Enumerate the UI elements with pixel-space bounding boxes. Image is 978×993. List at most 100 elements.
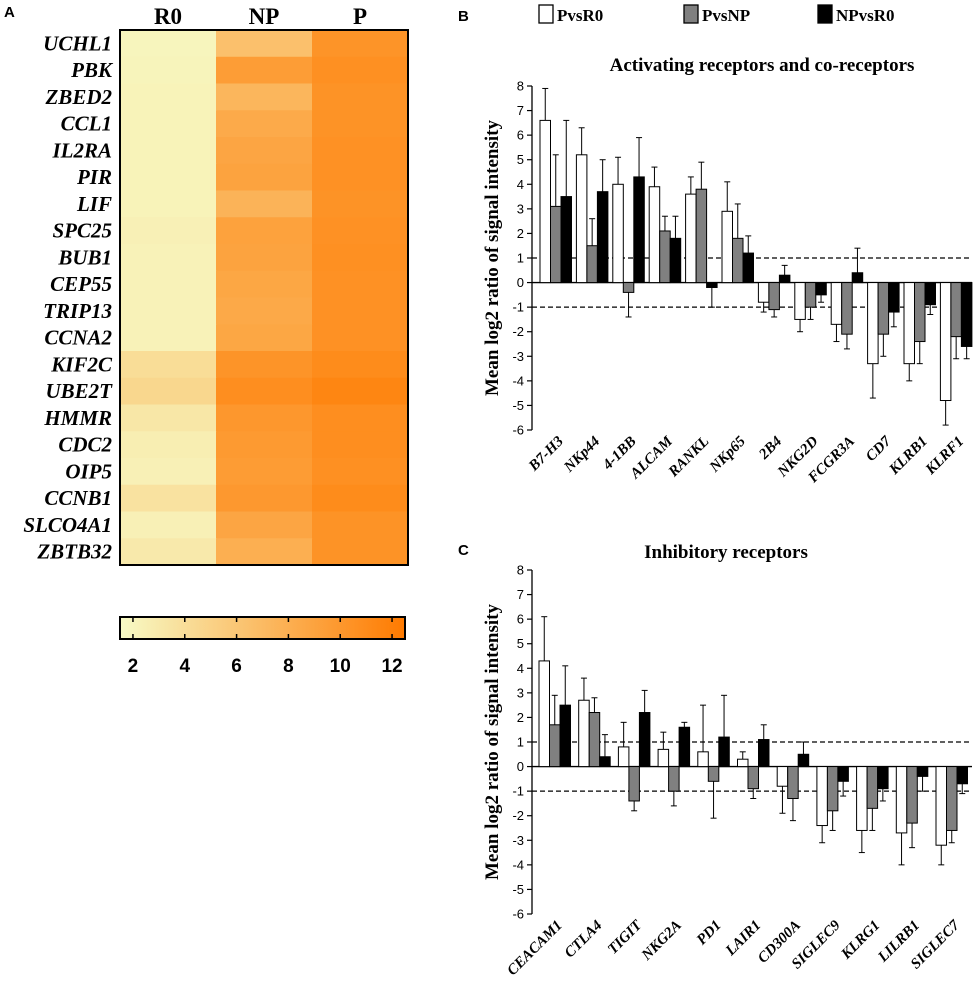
legend: PvsR0 PvsNP NPvsR0 [538,4,895,25]
panel-b-bar-2b4-pvsr0 [757,282,770,303]
heatmap-cell-zbtb32-r0 [120,538,217,566]
panel-c-bar-lilrb1-pvsnp [906,766,918,824]
panel-b-y-tick-label--1: -1 [512,300,524,315]
heatmap-cell-il2ra-r0 [120,137,217,165]
panel-c-bar-pd1-pvsr0 [697,751,709,768]
panel-c-y-tick-label--5: -5 [512,882,524,897]
heatmap-cell-trip13-r0 [120,297,217,325]
panel-c-y-tick-label-0: 0 [517,759,524,774]
panel-b-bar-nkp44-pvsnp [586,245,598,284]
panel-c-bar-siglec9-pvsr0 [816,766,828,827]
heatmap-row-hmmr: HMMR [43,406,112,430]
heatmap-cell-slco4a1-r0 [120,511,217,539]
heatmap-column-r0: R0 [154,4,182,29]
heatmap-row-ccna2: CCNA2 [44,326,112,350]
panel-c-bar-klrg1-pvsnp [866,766,879,809]
panel-b-category-label-klrf1: KLRF1 [922,434,967,479]
panel-c-category-label-nkg2a: NKG2A [638,918,685,965]
panel-b-bar-nkp65-pvsr0 [721,210,733,284]
heatmap-cell-spc25-p [312,217,409,245]
panel-b-category-label-nkp65: NKp65 [706,433,749,476]
heatmap-cell-zbed2-p [312,83,409,111]
legend-swatch-pvsnp [683,4,699,24]
panel-b-y-tick-label--5: -5 [512,398,524,413]
heatmap-row-zbed2: ZBED2 [44,85,112,109]
heatmap-cell-bub1-r0 [120,244,217,272]
panel-b-bar-rankl-pvsnp [695,188,708,284]
heatmap-cell-zbtb32-p [312,538,409,566]
panel-b-bar-cd7-pvsr0 [867,282,879,365]
panel-b-bar-rankl-npvsr0 [706,282,718,288]
bar-chart-activating-receptors: Activating receptors and co-receptors Mea… [482,55,973,487]
heatmap-row-zbtb32: ZBTB32 [36,540,112,564]
panel-c-y-tick-label--6: -6 [512,907,524,922]
heatmap-cell-cep55-p [312,270,409,299]
heatmap-cell-oip5-p [312,458,409,486]
heatmap-cell-slco4a1-p [312,511,409,539]
heatmap-cell-bub1-np [216,244,313,272]
panel-b-bar-klrb1-pvsnp [914,282,926,343]
heatmap-cell-uchl1-np [216,30,313,58]
panel-c-bar-ctla4-pvsr0 [578,699,590,768]
panel-b-bar-2b4-npvsr0 [778,274,791,284]
heatmap-cell-hmmr-r0 [120,404,217,432]
panel-b-y-tick-label-3: 3 [517,201,524,216]
panel-b-bar-klrb1-npvsr0 [924,282,936,306]
heatmap-cell-uchl1-p [312,30,409,58]
panel-c-y-tick-label--4: -4 [512,857,524,872]
panel-c-bar-nkg2a-pvsr0 [657,748,670,768]
heatmap-cell-trip13-np [216,297,313,325]
legend-label-pvsr0: PvsR0 [557,6,603,25]
heatmap-cell-cdc2-np [216,431,313,459]
panel-b-y-tick-label-1: 1 [517,251,524,266]
panel-c-bar-ctla4-pvsnp [588,712,601,768]
panel-c-bar-lilrb1-pvsr0 [895,766,908,834]
bar-chart-inhibitory-receptors: Inhibitory receptors Mean log2 ratio of s… [482,542,972,979]
panel-c-bar-tigit-npvsr0 [638,712,651,768]
colorbar-tick-label-12: 12 [381,656,402,677]
panel-letter-b: B [458,8,469,25]
heatmap-cell-kif2c-np [216,351,313,379]
panel-b-bar-nkg2d-npvsr0 [815,282,827,296]
panel-b-category-label-2b4: 2B4 [756,433,786,463]
panel-b-bar-alcam-npvsr0 [669,237,682,284]
panel-c-y-tick-label-3: 3 [517,685,524,700]
panel-c-bar-siglec9-pvsnp [826,766,839,812]
heatmap-cell-zbed2-np [216,83,313,111]
panel-c-bar-klrg1-pvsr0 [856,766,868,831]
heatmap-cell-pir-r0 [120,163,217,192]
colorbar [119,616,406,640]
panel-c-bar-ceacam1-npvsr0 [559,704,571,768]
panel-c-bar-ceacam1-pvsnp [549,724,561,768]
heatmap-cell-il2ra-np [216,137,313,165]
heatmap-cell-ccna2-p [312,324,409,352]
panel-b-bar-cd7-pvsnp [877,282,890,335]
panel-b-bar-nkp65-pvsnp [732,237,744,284]
panel-c-bar-cd300a-pvsnp [787,766,799,800]
heatmap-cell-pbk-p [312,56,409,85]
heatmap-cell-trip13-p [312,297,409,325]
panel-c-y-tick-label--1: -1 [512,784,524,799]
heatmap-cell-ccnb1-np [216,484,313,513]
panel-b-y-tick-label-4: 4 [517,177,524,192]
panel-c-bar-lair1-npvsr0 [758,739,770,768]
panel-b-bar-fcgr3a-pvsr0 [830,282,843,325]
panel-c-bar-lilrb1-npvsr0 [916,766,929,777]
heatmap-cell-bub1-p [312,244,409,272]
panel-c-y-tick-label-1: 1 [517,735,524,750]
heatmap-row-il2ra: IL2RA [51,138,112,162]
panel-c-bar-lair1-pvsr0 [737,758,749,768]
colorbar-tick-label-6: 6 [231,656,242,677]
heatmap-row-uchl1: UCHL1 [43,31,112,55]
panel-c-bar-ceacam1-pvsr0 [538,660,550,768]
panel-b-bar-fcgr3a-pvsnp [841,282,853,335]
panel-c-y-tick-label-8: 8 [517,563,524,578]
heatmap-cell-ube2t-p [312,377,409,406]
panel-b-bar-klrf1-pvsnp [950,282,962,338]
panel-c-bar-siglec7-npvsr0 [956,766,968,785]
heatmap-cell-slco4a1-np [216,511,313,539]
legend-label-pvsnp: PvsNP [702,6,750,25]
heatmap-row-bub1: BUB1 [57,245,112,269]
panel-b-title: Activating receptors and co-receptors [610,55,915,76]
